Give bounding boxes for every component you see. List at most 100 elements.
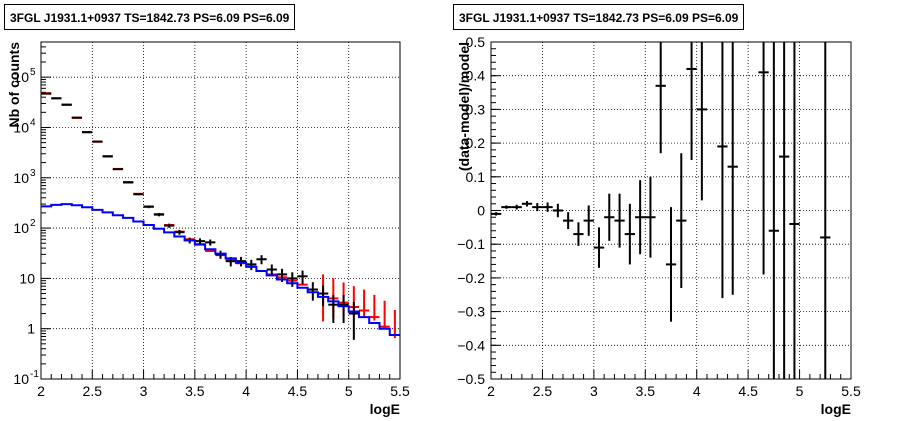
y-tick-label: 0.2	[466, 135, 486, 151]
y-tick-label: 10	[13, 371, 29, 387]
data-point	[297, 270, 308, 285]
data-point	[348, 301, 359, 340]
residual-point	[573, 222, 584, 246]
residual-point	[779, 42, 790, 379]
model-total-bin	[369, 294, 380, 321]
residual-point	[768, 42, 779, 379]
residual-point	[614, 193, 625, 248]
residuals-panel: 3FGL J1931.1+0937 TS=1842.73 PS=6.09 PS=…	[449, 0, 898, 421]
y-tick-label: 10	[19, 270, 35, 286]
residual-point	[511, 204, 522, 210]
x-tick-label: 5	[345, 383, 353, 399]
x-tick-label: 2	[487, 383, 495, 399]
x-tick-label: 5.5	[390, 383, 410, 399]
x-tick-label: 2	[37, 383, 45, 399]
x-axis-title: logE	[821, 401, 851, 417]
y-tick-exponent: 5	[30, 67, 36, 78]
data-point	[174, 229, 185, 235]
model-total-bin	[389, 310, 400, 339]
data-point	[112, 168, 124, 171]
residual-point	[789, 42, 800, 379]
x-tick-label: 2.5	[533, 383, 553, 399]
data-point	[194, 238, 206, 245]
y-axis-title: (data-model)/model	[456, 42, 472, 171]
y-tick-label: 0.5	[466, 34, 486, 50]
y-tick-label: −0.1	[457, 236, 485, 252]
data-point	[143, 205, 154, 209]
residual-point	[532, 203, 543, 212]
residual-point	[727, 42, 738, 295]
residual-point	[645, 176, 656, 258]
data-point	[287, 272, 298, 287]
counts-panel: 3FGL J1931.1+0937 TS=1842.73 PS=6.09 PS=…	[4, 4, 410, 417]
data-point	[328, 294, 339, 323]
model-total-bin	[358, 289, 370, 318]
data-point	[246, 259, 257, 271]
residual-point	[521, 201, 533, 207]
residual-point	[552, 203, 563, 218]
y-tick-label: −0.4	[457, 337, 485, 353]
data-point	[102, 155, 113, 158]
residual-point	[624, 203, 635, 265]
residual-point	[758, 42, 769, 275]
residual-point	[491, 212, 502, 216]
residual-point	[583, 205, 594, 236]
data-point	[338, 294, 349, 323]
x-tick-label: 4.5	[288, 383, 308, 399]
y-tick-label: −0.3	[457, 304, 485, 320]
x-tick-label: 3	[590, 383, 598, 399]
y-tick-label: 0.3	[466, 101, 486, 117]
x-tick-label: 4	[242, 383, 250, 399]
x-tick-label: 3.5	[185, 383, 205, 399]
data-point	[215, 250, 226, 259]
residual-point	[542, 202, 553, 212]
plot-frame	[40, 41, 401, 380]
x-tick-label: 4.5	[738, 383, 758, 399]
data-point	[164, 223, 175, 228]
data-point	[266, 264, 277, 277]
source-model-line	[41, 203, 400, 336]
y-tick-label: 10	[13, 119, 29, 135]
x-tick-label: 3.5	[636, 383, 656, 399]
data-point	[133, 193, 144, 196]
residual-point	[501, 205, 512, 209]
residual-point	[686, 42, 697, 160]
residual-point	[563, 212, 574, 230]
y-tick-label: −0.5	[457, 371, 485, 387]
residual-point	[635, 180, 646, 255]
x-tick-label: 4	[693, 383, 701, 399]
residuals-title: 3FGL J1931.1+0937 TS=1842.73 PS=6.09 PS=…	[453, 4, 745, 30]
y-tick-label: 10	[13, 170, 29, 186]
counts-title: 3FGL J1931.1+0937 TS=1842.73 PS=6.09 PS=…	[4, 4, 296, 30]
data-point	[153, 213, 165, 217]
data-point	[256, 255, 267, 265]
data-point	[205, 239, 216, 246]
y-tick-exponent: 2	[30, 218, 36, 229]
residual-point	[655, 42, 666, 154]
y-tick-label: −0.2	[457, 270, 485, 286]
y-axis-title: Nb of counts	[6, 42, 22, 128]
x-tick-label: 3	[140, 383, 148, 399]
x-tick-label: 5	[796, 383, 804, 399]
y-tick-label: 10	[13, 220, 29, 236]
y-tick-label: 0.4	[466, 68, 486, 84]
data-point	[92, 140, 103, 143]
residual-point	[665, 207, 677, 322]
y-tick-label: 10	[13, 69, 29, 85]
x-tick-label: 5.5	[841, 383, 861, 399]
residual-point	[593, 227, 605, 268]
y-tick-exponent: -1	[30, 369, 39, 380]
residual-point	[696, 42, 707, 201]
x-tick-label: 2.5	[83, 383, 103, 399]
y-tick-exponent: 4	[30, 117, 36, 128]
data-point	[235, 256, 247, 267]
x-axis-title: logE	[370, 401, 400, 417]
model-total-bin	[379, 300, 390, 330]
residual-point	[717, 42, 728, 299]
y-tick-exponent: 3	[30, 168, 36, 179]
y-tick-label: 0	[477, 203, 485, 219]
y-tick-label: 1	[27, 321, 35, 337]
residual-point	[676, 153, 687, 289]
residual-point	[604, 193, 615, 241]
